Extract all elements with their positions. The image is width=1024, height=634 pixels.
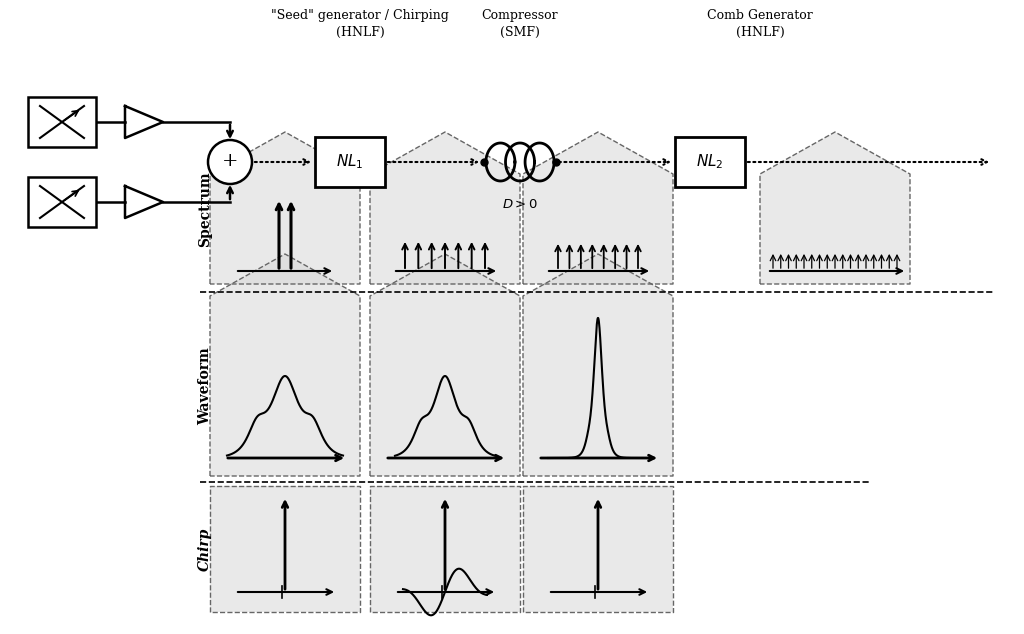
Text: Waveform: Waveform xyxy=(198,347,212,425)
Text: $NL_2$: $NL_2$ xyxy=(696,153,724,171)
Polygon shape xyxy=(210,254,360,476)
FancyBboxPatch shape xyxy=(28,177,96,227)
Circle shape xyxy=(208,140,252,184)
Text: Compressor: Compressor xyxy=(481,9,558,22)
Text: (HNLF): (HNLF) xyxy=(735,26,784,39)
Polygon shape xyxy=(210,132,360,284)
Text: Chirp: Chirp xyxy=(198,527,212,571)
Polygon shape xyxy=(370,132,520,284)
Polygon shape xyxy=(760,132,910,284)
Polygon shape xyxy=(210,486,360,612)
Text: Spectrum: Spectrum xyxy=(198,171,212,247)
Text: (HNLF): (HNLF) xyxy=(336,26,384,39)
Polygon shape xyxy=(370,486,520,612)
FancyBboxPatch shape xyxy=(315,137,385,187)
Polygon shape xyxy=(523,132,673,284)
Text: +: + xyxy=(222,152,239,170)
Polygon shape xyxy=(370,254,520,476)
Polygon shape xyxy=(523,486,673,612)
Text: Comb Generator: Comb Generator xyxy=(708,9,813,22)
Text: "Seed" generator / Chirping: "Seed" generator / Chirping xyxy=(271,9,449,22)
Text: (SMF): (SMF) xyxy=(500,26,540,39)
Text: $D > 0$: $D > 0$ xyxy=(502,198,538,211)
FancyBboxPatch shape xyxy=(28,97,96,147)
FancyBboxPatch shape xyxy=(675,137,745,187)
Polygon shape xyxy=(523,254,673,476)
Text: $NL_1$: $NL_1$ xyxy=(336,153,364,171)
